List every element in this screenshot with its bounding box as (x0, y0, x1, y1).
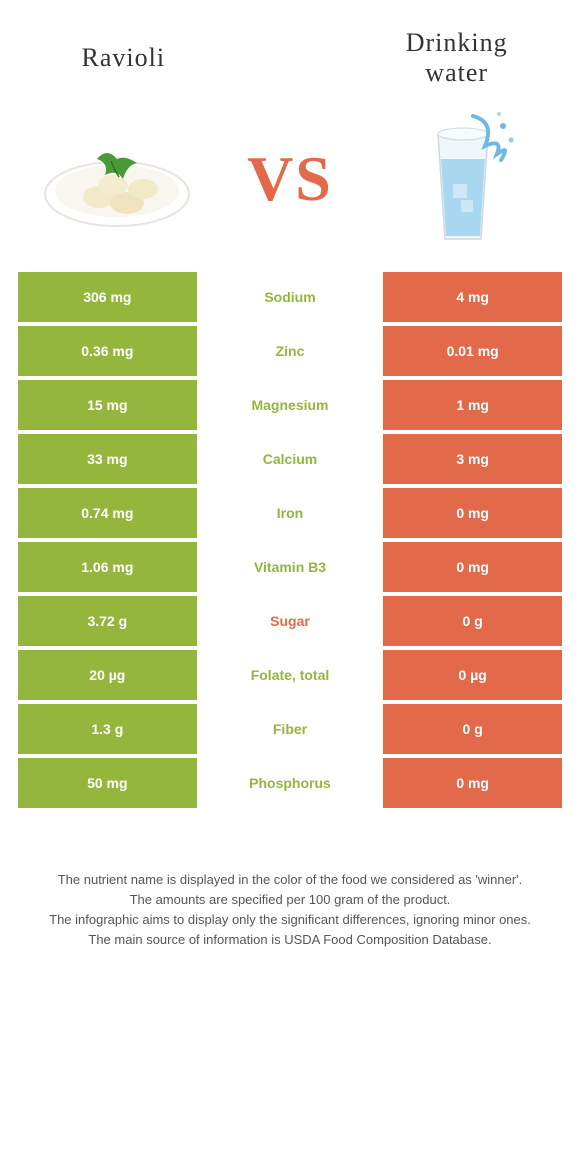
nutrient-table: 306 mgSodium4 mg 0.36 mgZinc0.01 mg 15 mgM… (18, 272, 562, 808)
table-cell-right: 0 g (383, 596, 562, 646)
table-cell-name: Vitamin B3 (201, 542, 380, 592)
table-cell-name: Calcium (201, 434, 380, 484)
water-glass-icon (403, 104, 523, 254)
header: Ravioli Drinkingwater (0, 0, 580, 94)
left-food-image (30, 119, 203, 239)
table-cell-right: 0 mg (383, 488, 562, 538)
table-cell-right: 4 mg (383, 272, 562, 322)
vs-label: VS (203, 142, 376, 216)
table-cell-name: Sodium (201, 272, 380, 322)
table-cell-name: Fiber (201, 704, 380, 754)
table-cell-name: Phosphorus (201, 758, 380, 808)
table-cell-left: 1.06 mg (18, 542, 197, 592)
table-cell-right: 0 mg (383, 758, 562, 808)
footer-notes: The nutrient name is displayed in the co… (0, 808, 580, 951)
footer-line: The infographic aims to display only the… (28, 910, 552, 930)
table-cell-right: 0 g (383, 704, 562, 754)
table-cell-right: 0.01 mg (383, 326, 562, 376)
footer-line: The main source of information is USDA F… (28, 930, 552, 950)
table-cell-left: 20 µg (18, 650, 197, 700)
table-cell-name: Folate, total (201, 650, 380, 700)
table-cell-name: Zinc (201, 326, 380, 376)
table-cell-name: Sugar (201, 596, 380, 646)
left-food-name: Ravioli (40, 43, 207, 73)
table-cell-left: 306 mg (18, 272, 197, 322)
infographic-page: Ravioli Drinkingwater VS (0, 0, 580, 1174)
table-cell-left: 0.74 mg (18, 488, 197, 538)
table-cell-left: 0.36 mg (18, 326, 197, 376)
images-row: VS (0, 94, 580, 272)
right-food-name: Drinkingwater (373, 28, 540, 88)
footer-line: The amounts are specified per 100 gram o… (28, 890, 552, 910)
table-cell-left: 50 mg (18, 758, 197, 808)
ravioli-icon (37, 119, 197, 239)
right-food-title: Drinkingwater (373, 28, 540, 88)
left-food-title: Ravioli (40, 43, 207, 73)
table-cell-right: 1 mg (383, 380, 562, 430)
table-cell-left: 1.3 g (18, 704, 197, 754)
table-cell-name: Iron (201, 488, 380, 538)
right-food-image (377, 104, 550, 254)
table-cell-left: 3.72 g (18, 596, 197, 646)
table-cell-right: 3 mg (383, 434, 562, 484)
table-cell-left: 33 mg (18, 434, 197, 484)
table-cell-right: 0 mg (383, 542, 562, 592)
table-cell-left: 15 mg (18, 380, 197, 430)
table-cell-name: Magnesium (201, 380, 380, 430)
table-cell-right: 0 µg (383, 650, 562, 700)
footer-line: The nutrient name is displayed in the co… (28, 870, 552, 890)
